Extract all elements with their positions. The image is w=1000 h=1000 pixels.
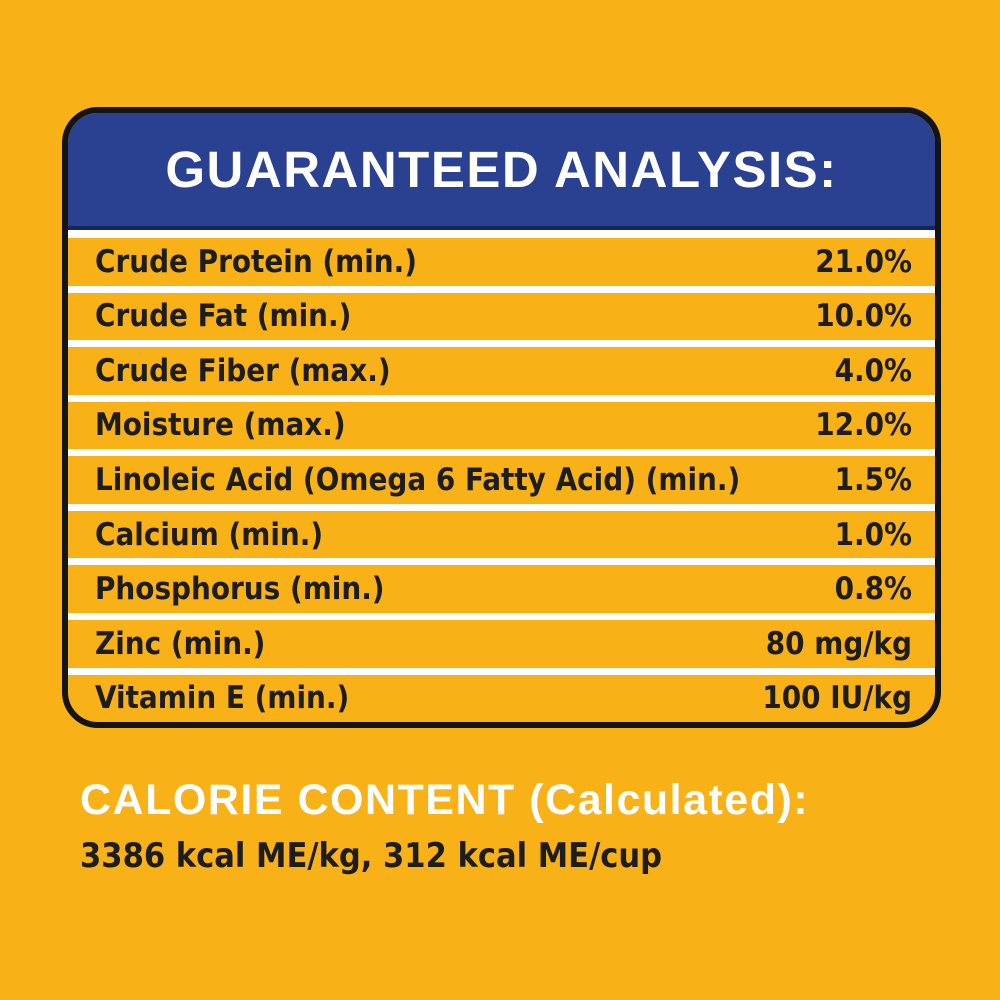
calorie-content-section: CALORIE CONTENT (Calculated): 3386 kcal … <box>80 776 940 876</box>
calorie-content-title: CALORIE CONTENT (Calculated): <box>80 776 810 824</box>
nutrient-value: 10.0% <box>815 298 912 335</box>
nutrient-value: 80 mg/kg <box>765 625 912 662</box>
nutrient-label: Crude Protein (min.) <box>95 243 417 280</box>
guaranteed-analysis-title: GUARANTEED ANALYSIS: <box>165 141 838 198</box>
nutrient-label: Linoleic Acid (Omega 6 Fatty Acid) (min.… <box>95 462 741 499</box>
nutrient-value: 4.0% <box>834 352 912 389</box>
table-row: Phosphorus (min.) 0.8% <box>68 565 935 620</box>
table-row: Moisture (max.) 12.0% <box>68 402 935 457</box>
guaranteed-analysis-panel: GUARANTEED ANALYSIS: Crude Protein (min.… <box>62 107 941 728</box>
table-row: Crude Fiber (max.) 4.0% <box>68 347 935 402</box>
table-row: Crude Protein (min.) 21.0% <box>68 238 935 293</box>
header-divider <box>68 230 935 238</box>
guaranteed-analysis-header: GUARANTEED ANALYSIS: <box>68 113 935 230</box>
table-row: Zinc (min.) 80 mg/kg <box>68 620 935 675</box>
table-row: Calcium (min.) 1.0% <box>68 511 935 566</box>
nutrient-label: Phosphorus (min.) <box>95 571 385 608</box>
nutrient-label: Calcium (min.) <box>95 516 324 553</box>
nutrient-value: 12.0% <box>815 407 912 444</box>
table-row: Linoleic Acid (Omega 6 Fatty Acid) (min.… <box>68 456 935 511</box>
nutrient-label: Moisture (max.) <box>95 407 346 444</box>
nutrient-label: Crude Fiber (max.) <box>95 352 391 389</box>
nutrient-label: Vitamin E (min.) <box>95 680 350 717</box>
nutrition-table: Crude Protein (min.) 21.0% Crude Fat (mi… <box>68 238 935 722</box>
nutrient-label: Zinc (min.) <box>95 625 266 662</box>
table-row: Vitamin E (min.) 100 IU/kg <box>68 675 935 723</box>
nutrient-value: 1.5% <box>834 462 912 499</box>
nutrient-value: 21.0% <box>815 243 912 280</box>
nutrient-value: 100 IU/kg <box>762 680 912 717</box>
nutrient-value: 1.0% <box>834 516 912 553</box>
nutrient-value: 0.8% <box>834 571 912 608</box>
table-row: Crude Fat (min.) 10.0% <box>68 293 935 348</box>
nutrient-label: Crude Fat (min.) <box>95 298 352 335</box>
calorie-content-values: 3386 kcal ME/kg, 312 kcal ME/cup <box>80 836 663 876</box>
